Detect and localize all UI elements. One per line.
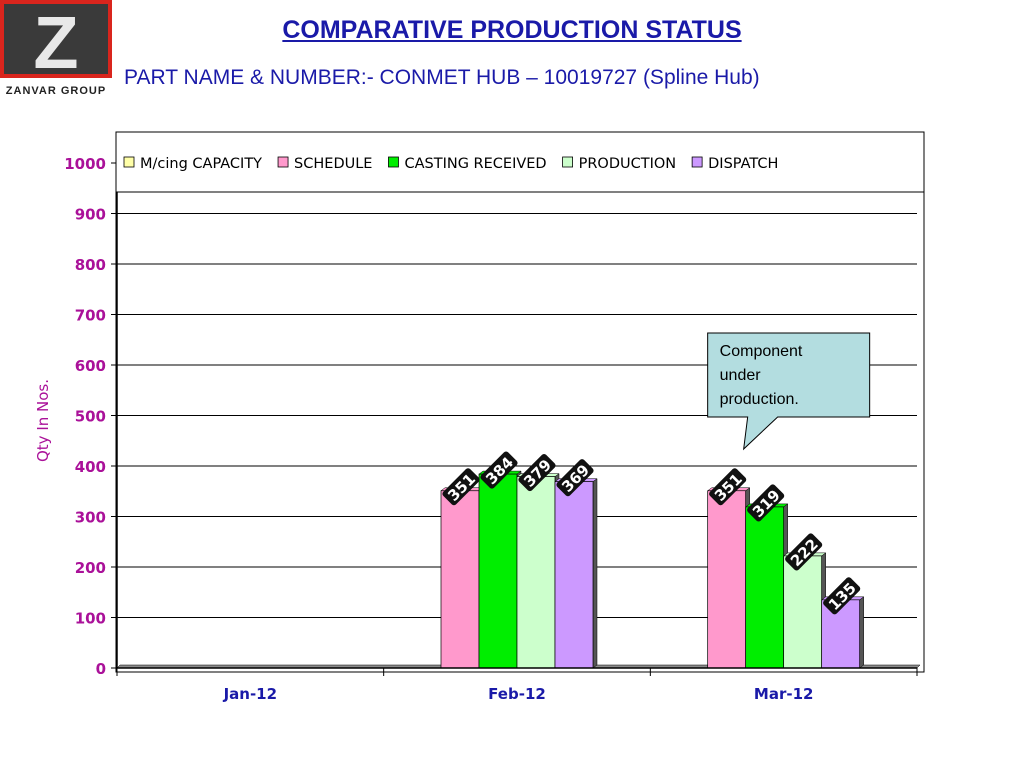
legend-swatch-m-cing-capacity [123, 156, 135, 168]
logo-text-band [0, 78, 112, 100]
bar-casting-received-feb-12 [478, 473, 518, 669]
callout-bubble [707, 332, 871, 451]
bar-side [859, 596, 864, 669]
bar-side [592, 478, 598, 669]
legend-label-production: PRODUCTION [579, 156, 677, 172]
legend-swatch-schedule [277, 156, 289, 168]
axes: 0 100 200 300 400 500 600 700 800 900 1000 Qty In N… [34, 155, 918, 703]
y-tick-label: 700 [75, 307, 106, 325]
callout-text-line: production. [720, 391, 799, 408]
y-tick-label: 200 [75, 559, 106, 577]
bar-production-feb-12 [516, 476, 556, 669]
data-label-box [556, 459, 594, 497]
y-axis-title: Qty In Nos. [34, 379, 52, 462]
y-tick-label: 300 [75, 509, 106, 527]
legend-label-casting-received: CASTING RECEIVED [404, 156, 546, 172]
bar-production-mar-12 [783, 555, 823, 669]
legend-label-m-cing-capacity: M/cing CAPACITY [140, 156, 262, 172]
page-subtitle: PART NAME & NUMBER:- CONMET HUB – 100197… [124, 66, 760, 89]
legend-label-schedule: SCHEDULE [294, 156, 372, 172]
data-label-group: 135 [823, 577, 861, 615]
y-tick-label: 400 [75, 458, 106, 476]
logo-letter: Z [33, 1, 78, 84]
zanvar-logo: Z ZANVAR GROUP [0, 0, 112, 100]
callout-text-line: Component [720, 343, 803, 360]
logo-z-panel [4, 4, 108, 74]
x-tick-label: Mar-12 [754, 685, 814, 703]
callout: Component under production. [707, 332, 871, 451]
bar-schedule-mar-12 [707, 490, 747, 669]
legend: M/cing CAPACITY SCHEDULE CASTING RECEIVED P… [115, 131, 925, 193]
data-label-box [785, 533, 823, 571]
data-label-box [442, 468, 480, 506]
y-tick-label: 800 [75, 256, 106, 274]
bar-dispatch-feb-12 [554, 481, 594, 669]
legend-swatch-casting-received [388, 156, 399, 168]
data-label-box [518, 454, 556, 492]
data-label-box [709, 468, 747, 506]
y-tick-label: 500 [75, 408, 106, 426]
y-tick-label: 1000 [64, 155, 106, 173]
data-label-box [823, 577, 861, 615]
data-label-box [747, 484, 785, 522]
bars [440, 470, 865, 669]
x-tick-label: Jan-12 [223, 685, 277, 703]
x-tick-label: Feb-12 [488, 685, 546, 703]
y-tick-label: 600 [75, 357, 106, 375]
logo-text: ZANVAR GROUP [6, 85, 106, 97]
bar-dispatch-mar-12 [821, 599, 861, 669]
page-title: COMPARATIVE PRODUCTION STATUS [282, 16, 742, 44]
legend-box [115, 131, 925, 193]
legend-label-dispatch: DISPATCH [708, 156, 778, 172]
y-tick-label: 100 [75, 610, 106, 628]
legend-swatch-dispatch [691, 156, 703, 168]
bar-schedule-feb-12 [440, 490, 480, 669]
callout-text-line: under [720, 367, 762, 384]
y-tick-label: 900 [75, 206, 106, 224]
bar-casting-received-mar-12 [745, 506, 785, 669]
data-label-box [480, 451, 518, 489]
legend-swatch-production [562, 156, 573, 168]
y-tick-label: 0 [96, 660, 106, 678]
